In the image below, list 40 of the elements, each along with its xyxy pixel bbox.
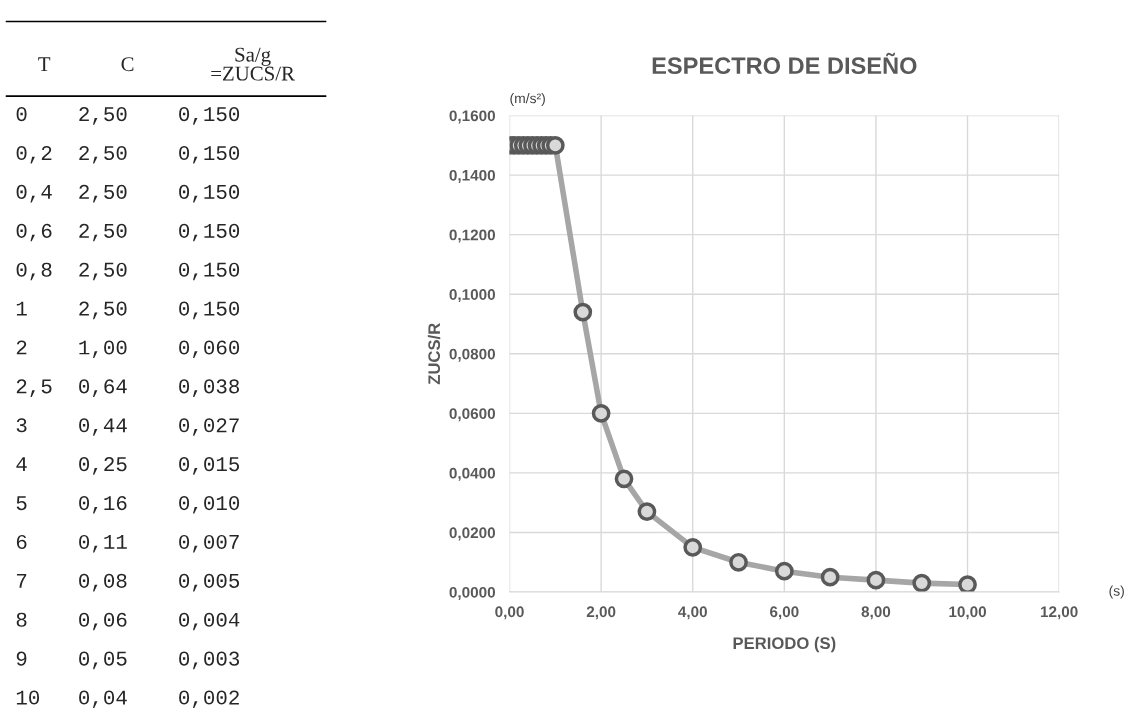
y-tick-label: 0,1200 [449, 229, 496, 243]
x-tick-label: 0,00 [495, 606, 524, 620]
text: 0,6 2,50 0,150 [16, 223, 240, 242]
x-tick-label: 8,00 [861, 606, 891, 620]
y-tick-label: 0,0000 [449, 586, 496, 600]
text: (m/s²) [510, 93, 545, 106]
category-label: Sa/g =ZUCS/R [211, 47, 295, 81]
text: (s) [1109, 585, 1124, 599]
y-tick-label: 0,0400 [449, 467, 496, 481]
text: 3 0,44 0,027 [16, 418, 239, 436]
y-axis-title: ZUCS/R [427, 323, 441, 385]
text: 2 1,00 0,060 [16, 340, 240, 359]
x-tick-label: 6,00 [770, 606, 799, 620]
category-label: T [38, 57, 51, 71]
category-label: C [121, 57, 134, 72]
text: 0,2 2,50 0,150 [16, 145, 240, 164]
x-tick-label: 10,00 [949, 606, 987, 620]
text: 9 0,05 0,003 [16, 651, 240, 670]
text: 2,5 0,64 0,038 [16, 379, 240, 397]
text: 5 0,16 0,010 [16, 495, 240, 514]
x-tick-label: 4,00 [678, 606, 707, 620]
x-axis-title: PERIODO (S) [733, 636, 836, 653]
y-tick-label: 0,1400 [449, 169, 496, 183]
y-tick-label: 0,1600 [449, 110, 496, 124]
text: 0 2,50 0,150 [16, 107, 240, 125]
y-tick-label: 0,1000 [449, 289, 496, 303]
text: 6 0,11 0,007 [16, 534, 239, 553]
x-tick-label: 12,00 [1040, 606, 1078, 620]
text: 10 0,04 0,002 [16, 690, 239, 709]
x-tick-label: 2,00 [586, 606, 616, 620]
text: 0,4 2,50 0,150 [16, 184, 240, 203]
y-tick-label: 0,0200 [449, 527, 496, 541]
text: 4 0,25 0,015 [16, 457, 240, 475]
text: 0,8 2,50 0,150 [16, 262, 240, 281]
text: 1 2,50 0,150 [16, 301, 240, 320]
text: 7 0,08 0,005 [16, 573, 240, 592]
chart-title: ESPECTRO DE DISEÑO [652, 52, 917, 75]
y-tick-label: 0,0800 [449, 348, 496, 362]
y-tick-label: 0,0600 [449, 408, 496, 422]
text: 8 0,06 0,004 [16, 612, 240, 631]
